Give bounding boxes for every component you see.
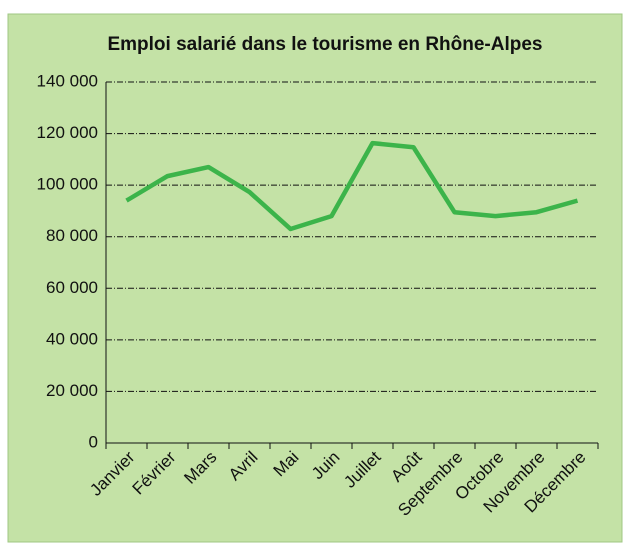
data-line [125, 140, 579, 232]
y-tick-label: 20 000 [46, 381, 98, 400]
y-tick-label: 120 000 [37, 123, 98, 142]
y-tick-label: 60 000 [46, 278, 98, 297]
chart-title: Emploi salarié dans le tourisme en Rhône… [107, 34, 542, 55]
y-tick-label: 40 000 [46, 329, 98, 348]
y-tick-label: 80 000 [46, 226, 98, 245]
y-tick-label: 100 000 [37, 175, 98, 194]
y-tick-label: 140 000 [37, 71, 98, 90]
chart-background [7, 13, 623, 543]
y-tick-label: 0 [89, 432, 98, 451]
